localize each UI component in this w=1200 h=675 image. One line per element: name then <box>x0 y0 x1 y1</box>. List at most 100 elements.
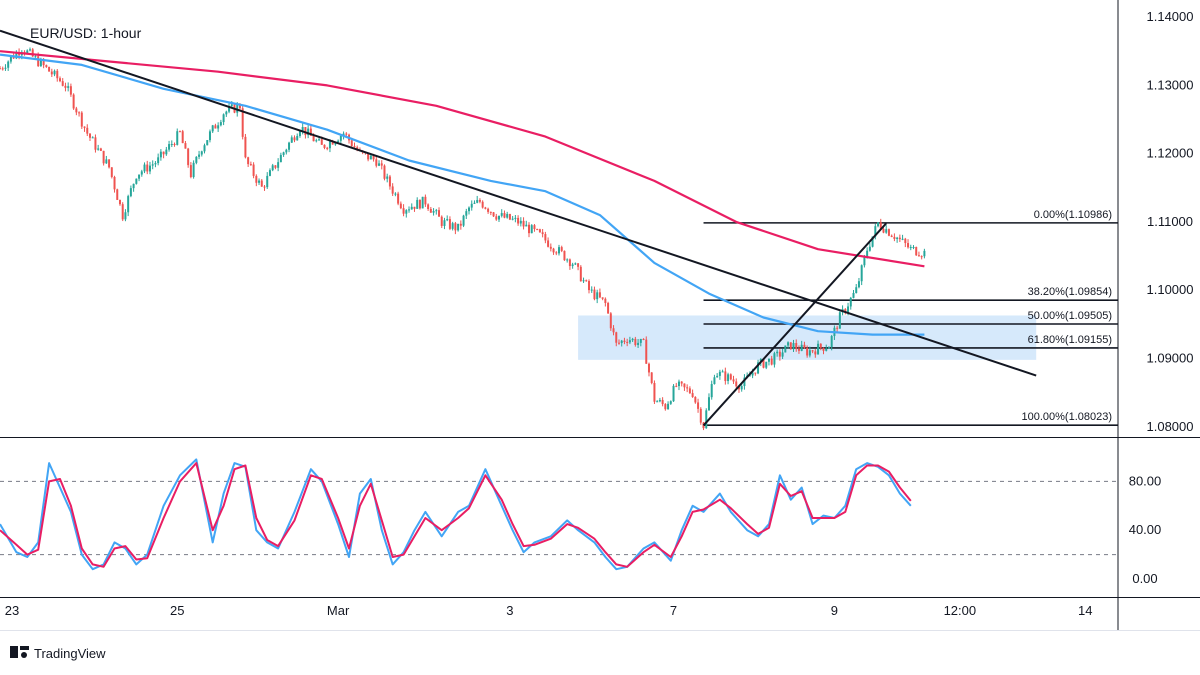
candle-body <box>577 263 580 267</box>
candle-body <box>607 302 610 314</box>
candle-body <box>767 358 770 362</box>
candle-body <box>339 135 342 141</box>
candle-body <box>168 144 171 150</box>
candle-body <box>72 94 75 109</box>
candle-body <box>508 214 511 220</box>
candle-body <box>871 236 874 247</box>
candle-body <box>647 363 650 373</box>
uptrend-line <box>702 222 887 427</box>
candle-body <box>61 81 64 86</box>
candle-body <box>718 371 721 376</box>
candle-body <box>388 176 391 187</box>
candle-body <box>547 240 550 247</box>
candle-body <box>669 401 672 404</box>
candle-body <box>110 167 113 177</box>
candle-body <box>83 126 86 128</box>
candle-body <box>863 256 866 266</box>
candle-body <box>773 353 776 365</box>
candle-body <box>189 165 192 178</box>
candle-body <box>716 375 719 378</box>
candle-body <box>893 236 896 239</box>
candle-body <box>457 223 460 231</box>
candle-body <box>838 312 841 329</box>
candle-body <box>762 359 765 368</box>
candle-body <box>268 170 271 176</box>
candle-body <box>91 137 94 139</box>
stoch-tick-label: 40.00 <box>1129 522 1162 537</box>
candle-body <box>293 137 296 141</box>
candle-body <box>721 371 724 373</box>
ma-slow-line <box>0 50 925 268</box>
candle-body <box>271 165 274 171</box>
candle-body <box>383 165 386 179</box>
candle-body <box>770 358 773 365</box>
candle-body <box>751 372 754 376</box>
candle-body <box>811 350 814 352</box>
candle-body <box>214 125 217 129</box>
candle-body <box>855 287 858 293</box>
candle-body <box>296 136 299 141</box>
candle-body <box>225 111 228 115</box>
candle-body <box>157 157 160 164</box>
candle-body <box>555 252 558 254</box>
candle-body <box>587 281 590 291</box>
candle-body <box>45 65 48 67</box>
candle-body <box>544 234 547 241</box>
candle-body <box>787 342 790 346</box>
candle-body <box>454 223 457 231</box>
candle-body <box>219 122 222 126</box>
candle-body <box>263 186 266 188</box>
fib-level-label: 38.20%(1.09854) <box>1028 286 1112 298</box>
candle-body <box>887 229 890 236</box>
brand-label: TradingView <box>34 646 106 661</box>
candle-body <box>132 183 135 189</box>
fib-level-label: 61.80%(1.09155) <box>1028 334 1112 346</box>
candle-body <box>416 199 419 209</box>
price-tick-label: 1.08000 <box>1147 419 1194 434</box>
candle-body <box>563 250 566 261</box>
candle-body <box>255 175 258 183</box>
candle-body <box>528 224 531 234</box>
candle-body <box>88 133 91 138</box>
candle-body <box>476 199 479 203</box>
candle-body <box>211 125 214 132</box>
candle-body <box>915 247 918 256</box>
candle-body <box>882 228 885 233</box>
candle-body <box>217 125 220 129</box>
tradingview-logo: TradingView <box>10 646 106 661</box>
candle-body <box>4 67 7 69</box>
candle-body <box>593 289 596 300</box>
candle-body <box>612 328 615 333</box>
candle-body <box>159 151 162 158</box>
candle-body <box>511 218 514 220</box>
candle-body <box>148 165 151 172</box>
candle-body <box>525 224 528 227</box>
candle-body <box>39 59 42 67</box>
time-tick-label: 14 <box>1078 603 1092 618</box>
candle-body <box>912 247 915 249</box>
candle-body <box>571 264 574 267</box>
candle-body <box>331 141 334 145</box>
logo-mark-left <box>10 646 18 658</box>
candle-body <box>776 351 779 354</box>
candle-body <box>97 148 100 150</box>
candle-body <box>15 52 18 59</box>
candle-body <box>312 135 315 142</box>
candle-body <box>418 199 421 209</box>
candle-body <box>558 247 560 254</box>
candle-body <box>309 128 312 136</box>
candle-body <box>568 259 571 267</box>
candle-body <box>819 343 822 348</box>
candle-body <box>868 246 871 251</box>
candle-body <box>743 377 746 387</box>
candle-body <box>1 68 4 70</box>
candle-body <box>817 343 820 355</box>
candle-body <box>121 204 124 220</box>
candle-body <box>241 108 244 137</box>
candle-body <box>326 147 329 149</box>
candle-body <box>345 133 348 135</box>
candle-body <box>402 208 405 214</box>
candle-body <box>421 196 424 209</box>
candle-body <box>320 139 323 145</box>
